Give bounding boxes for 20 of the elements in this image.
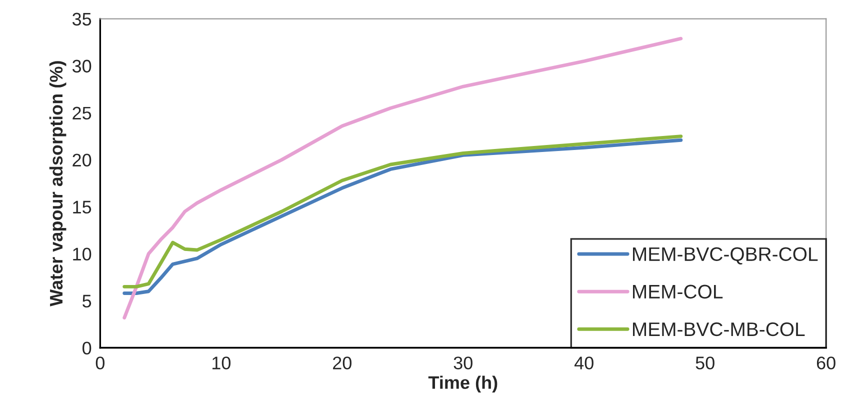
x-tick-label: 20: [333, 356, 352, 370]
y-tick-label: 5: [82, 294, 92, 308]
x-tick-label: 10: [212, 356, 230, 370]
legend-label: MEM-BVC-QBR-COL: [633, 247, 818, 264]
y-tick-label: 35: [72, 12, 92, 26]
x-tick-label: 60: [816, 356, 836, 370]
y-tick-label: 0: [82, 342, 92, 354]
y-tick-label: 30: [72, 60, 92, 73]
legend-label: MEM-BVC-MB-COL: [633, 322, 805, 336]
y-tick-label: 15: [73, 200, 92, 214]
y-tick-label: 10: [73, 248, 92, 261]
x-axis-title: Time (h): [428, 376, 498, 393]
x-tick-label: 40: [574, 356, 594, 370]
y-tick-label: 25: [72, 106, 92, 120]
legend-label: MEM-COL: [633, 284, 723, 299]
x-tick-label: 50: [696, 356, 714, 370]
x-tick-label: 30: [454, 356, 472, 370]
y-axis-title: Water vapour adsorption (%): [49, 61, 66, 306]
x-tick-label: 0: [96, 356, 104, 370]
y-tick-label: 20: [72, 154, 92, 167]
